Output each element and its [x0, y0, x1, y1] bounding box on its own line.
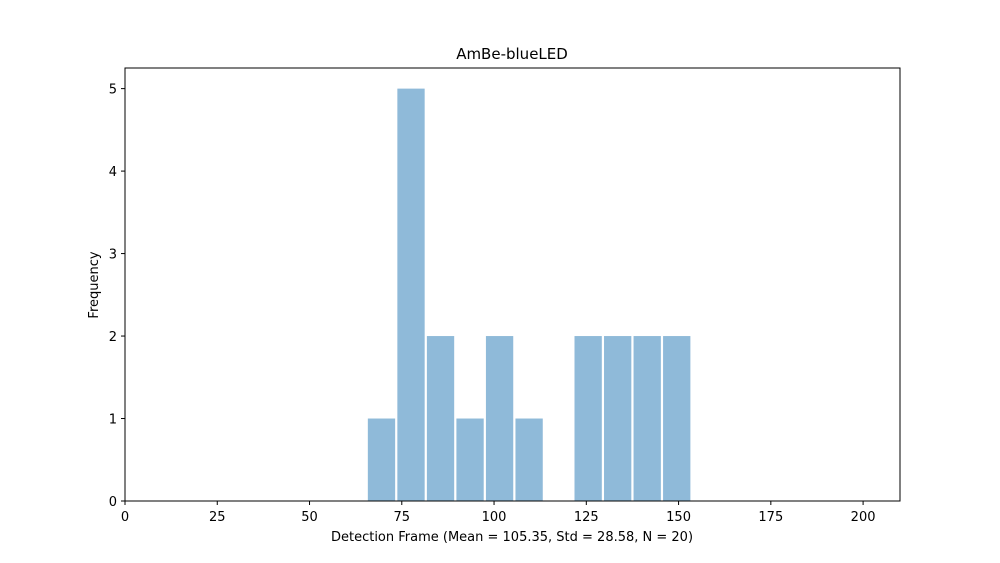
y-tick-label: 0 [109, 495, 117, 510]
x-tick-label: 50 [301, 510, 318, 525]
x-tick-label: 125 [574, 510, 599, 525]
histogram-bar [633, 336, 661, 501]
x-tick-label: 75 [394, 510, 411, 525]
x-tick-label: 25 [209, 510, 226, 525]
histogram-bar [485, 336, 514, 501]
histogram-bar [663, 336, 691, 501]
x-tick-label: 150 [666, 510, 691, 525]
histogram-bar [604, 336, 632, 501]
x-tick-label: 100 [482, 510, 507, 525]
x-tick-label: 175 [758, 510, 783, 525]
bars-group [367, 88, 691, 501]
y-axis-label: Frequency [87, 251, 102, 318]
chart-title: AmBe-blueLED [456, 45, 568, 63]
histogram-bar [397, 88, 425, 501]
x-axis-label: Detection Frame (Mean = 105.35, Std = 28… [331, 530, 693, 545]
histogram-bar [515, 418, 543, 501]
y-tick-label: 1 [109, 413, 117, 428]
y-tick-label: 2 [109, 330, 117, 345]
plot-frame [124, 67, 901, 502]
y-tick-label: 5 [109, 83, 117, 98]
y-tick-label: 3 [109, 248, 117, 263]
histogram-bar [426, 336, 455, 501]
histogram-bar [574, 336, 602, 501]
histogram-bar [456, 418, 484, 501]
x-tick-label: 200 [851, 510, 876, 525]
x-axis-ticks: 0 25 50 75 100 125 150 175 200 [121, 501, 876, 525]
histogram-bar [367, 418, 396, 501]
y-tick-label: 4 [109, 165, 117, 180]
x-tick-label: 0 [121, 510, 129, 525]
y-axis-ticks: 0 1 2 3 4 5 [109, 83, 125, 510]
